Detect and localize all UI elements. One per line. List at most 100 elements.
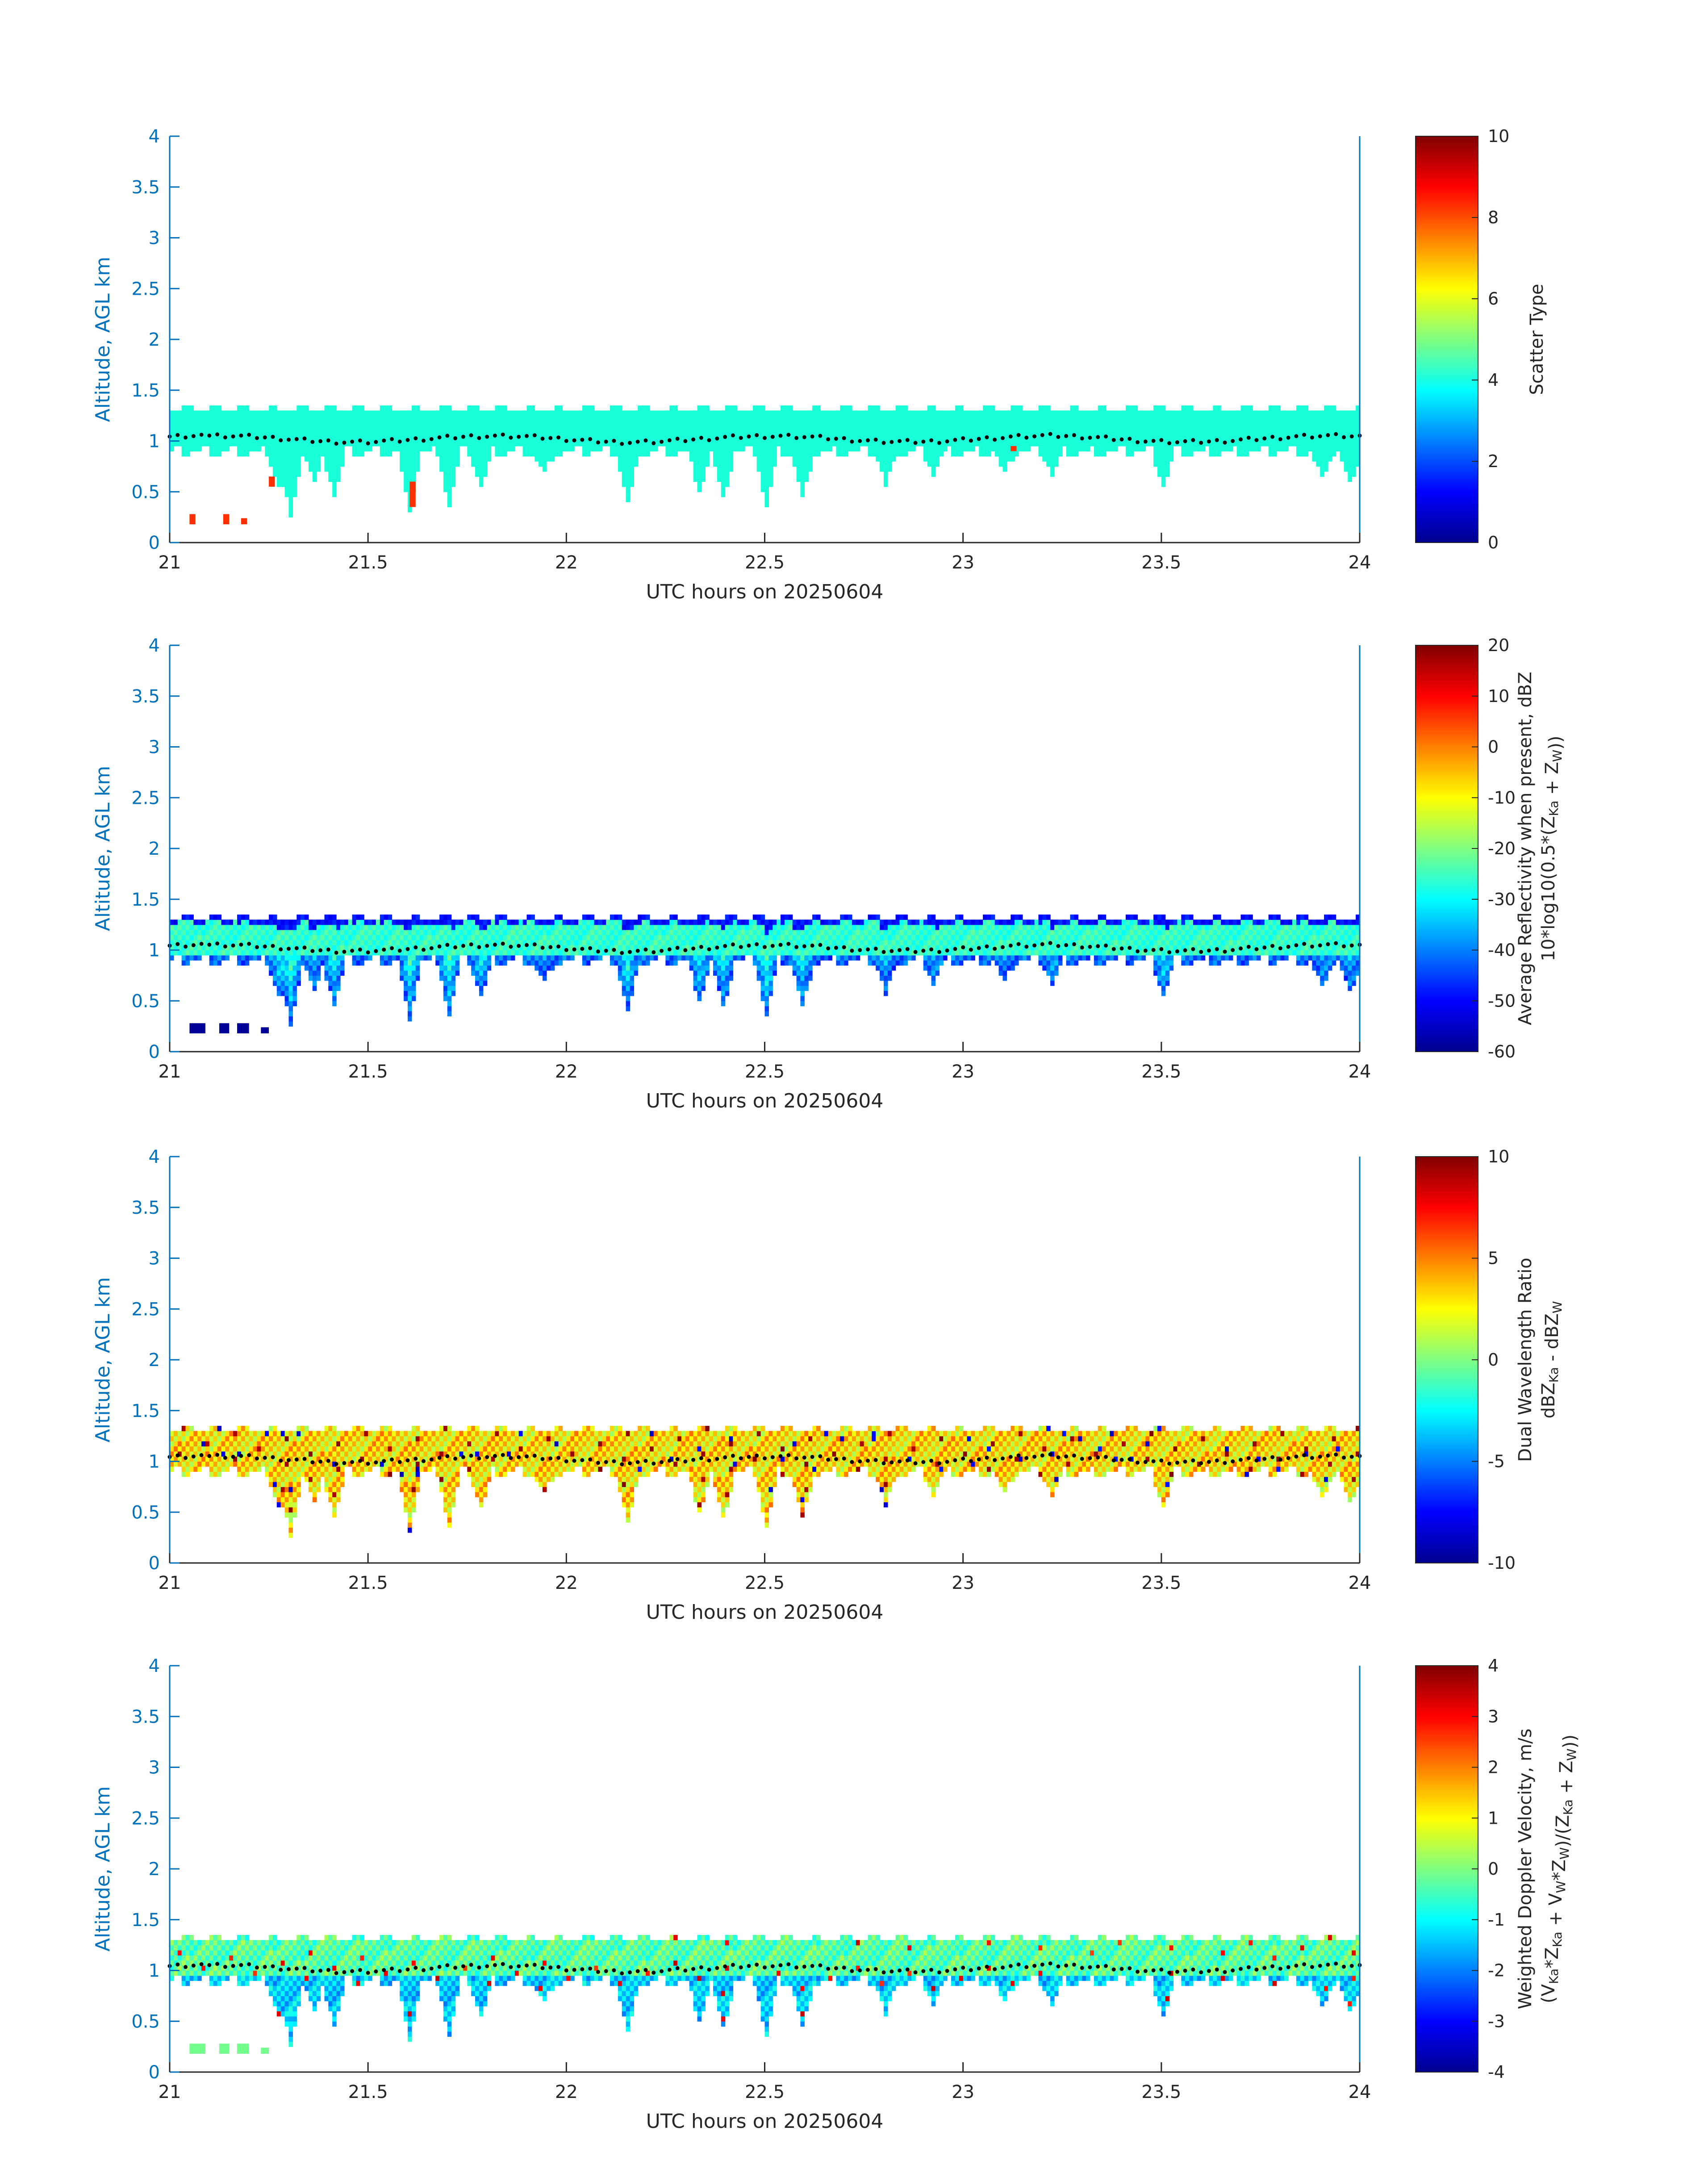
- heatmap-cell: [1106, 441, 1110, 447]
- heatmap-cell: [177, 426, 182, 431]
- heatmap-cell: [1066, 421, 1071, 426]
- heatmap-cell: [602, 924, 606, 930]
- heatmap-cell: [868, 430, 872, 436]
- heatmap-cell: [1161, 456, 1166, 462]
- heatmap-cell: [1312, 415, 1316, 421]
- heatmap-cell: [1078, 441, 1082, 447]
- heatmap-cell: [935, 456, 940, 462]
- heatmap-cell: [487, 451, 492, 457]
- heatmap-cell: [1050, 456, 1055, 462]
- heatmap-cell: [570, 940, 575, 945]
- heatmap-cell: [495, 919, 499, 925]
- heatmap-cell: [697, 924, 702, 930]
- heatmap-cell: [296, 955, 301, 961]
- heatmap-cell: [245, 405, 250, 411]
- heatmap-cell: [705, 461, 710, 467]
- heatmap-cell: [352, 415, 357, 421]
- heatmap-cell: [1268, 421, 1273, 426]
- heatmap-cell: [499, 919, 503, 925]
- heatmap-cell: [439, 426, 444, 431]
- heatmap-cell: [483, 421, 488, 426]
- heatmap-cell: [574, 924, 579, 930]
- precip-patch: [269, 476, 275, 487]
- heatmap-cell: [1348, 466, 1352, 472]
- heatmap-cell: [324, 950, 329, 956]
- heatmap-cell: [400, 441, 404, 447]
- cloud-base-dot: [215, 432, 220, 437]
- heatmap-cell: [634, 415, 638, 421]
- heatmap-cell: [788, 421, 793, 426]
- heatmap-cell: [257, 441, 261, 447]
- heatmap-cell: [764, 436, 769, 442]
- heatmap-cell: [324, 914, 329, 920]
- heatmap-cell: [717, 461, 722, 467]
- heatmap-cell: [872, 421, 876, 426]
- heatmap-cell: [1019, 410, 1023, 416]
- heatmap-cell: [276, 446, 281, 451]
- heatmap-cell: [899, 415, 904, 421]
- heatmap-cell: [915, 421, 920, 426]
- heatmap-cell: [1062, 436, 1067, 442]
- heatmap-cell: [1304, 436, 1309, 442]
- heatmap-cell: [594, 930, 598, 935]
- heatmap-cell: [546, 441, 551, 447]
- heatmap-cell: [796, 436, 801, 442]
- heatmap-cell: [558, 940, 563, 945]
- heatmap-cell: [1038, 446, 1043, 451]
- x-tick-label: 24: [1349, 552, 1371, 573]
- heatmap-cell: [594, 945, 598, 951]
- heatmap-cell: [610, 421, 614, 426]
- heatmap-cell: [543, 430, 547, 436]
- heatmap-cell: [566, 930, 571, 935]
- heatmap-cell: [257, 426, 261, 431]
- heatmap-cell: [305, 914, 309, 920]
- heatmap-cell: [1348, 410, 1352, 416]
- heatmap-cell: [899, 436, 904, 442]
- heatmap-cell: [919, 421, 924, 426]
- heatmap-cell: [820, 940, 825, 945]
- heatmap-cell: [884, 446, 888, 451]
- heatmap-cell: [1054, 436, 1059, 442]
- heatmap-cell: [328, 451, 333, 457]
- heatmap-cell: [348, 930, 353, 935]
- heatmap-cell: [717, 456, 722, 462]
- heatmap-cell: [685, 950, 690, 956]
- heatmap-cell: [1070, 436, 1074, 442]
- heatmap-cell: [1201, 446, 1206, 451]
- heatmap-cell: [415, 441, 420, 447]
- cloud-base-dot: [271, 435, 275, 439]
- heatmap-cell: [380, 935, 384, 940]
- heatmap-cell: [328, 405, 333, 411]
- heatmap-cell: [288, 512, 293, 518]
- heatmap-cell: [570, 421, 575, 426]
- heatmap-cell: [221, 441, 226, 447]
- heatmap-cell: [360, 955, 364, 961]
- heatmap-cell: [725, 471, 730, 477]
- heatmap-cell: [634, 446, 638, 451]
- heatmap-cell: [1177, 415, 1182, 421]
- heatmap-cell: [673, 446, 678, 451]
- heatmap-cell: [201, 950, 206, 956]
- heatmap-cell: [630, 481, 634, 487]
- heatmap-cell: [931, 426, 936, 431]
- heatmap-cell: [768, 426, 773, 431]
- heatmap-cell: [1181, 426, 1186, 431]
- heatmap-cell: [507, 924, 511, 930]
- heatmap-cell: [788, 914, 793, 920]
- heatmap-cell: [170, 441, 174, 447]
- heatmap-cell: [796, 955, 801, 961]
- heatmap-cell: [296, 415, 301, 421]
- heatmap-cell: [415, 950, 420, 956]
- heatmap-cell: [741, 945, 745, 951]
- heatmap-cell: [1217, 441, 1221, 447]
- heatmap-cell: [895, 436, 900, 442]
- heatmap-cell: [653, 421, 658, 426]
- heatmap-cell: [610, 919, 614, 925]
- heatmap-cell: [669, 940, 674, 945]
- heatmap-cell: [808, 446, 813, 451]
- heatmap-cell: [649, 446, 654, 451]
- heatmap-cell: [701, 935, 706, 940]
- heatmap-cell: [796, 451, 801, 457]
- heatmap-cell: [352, 960, 357, 966]
